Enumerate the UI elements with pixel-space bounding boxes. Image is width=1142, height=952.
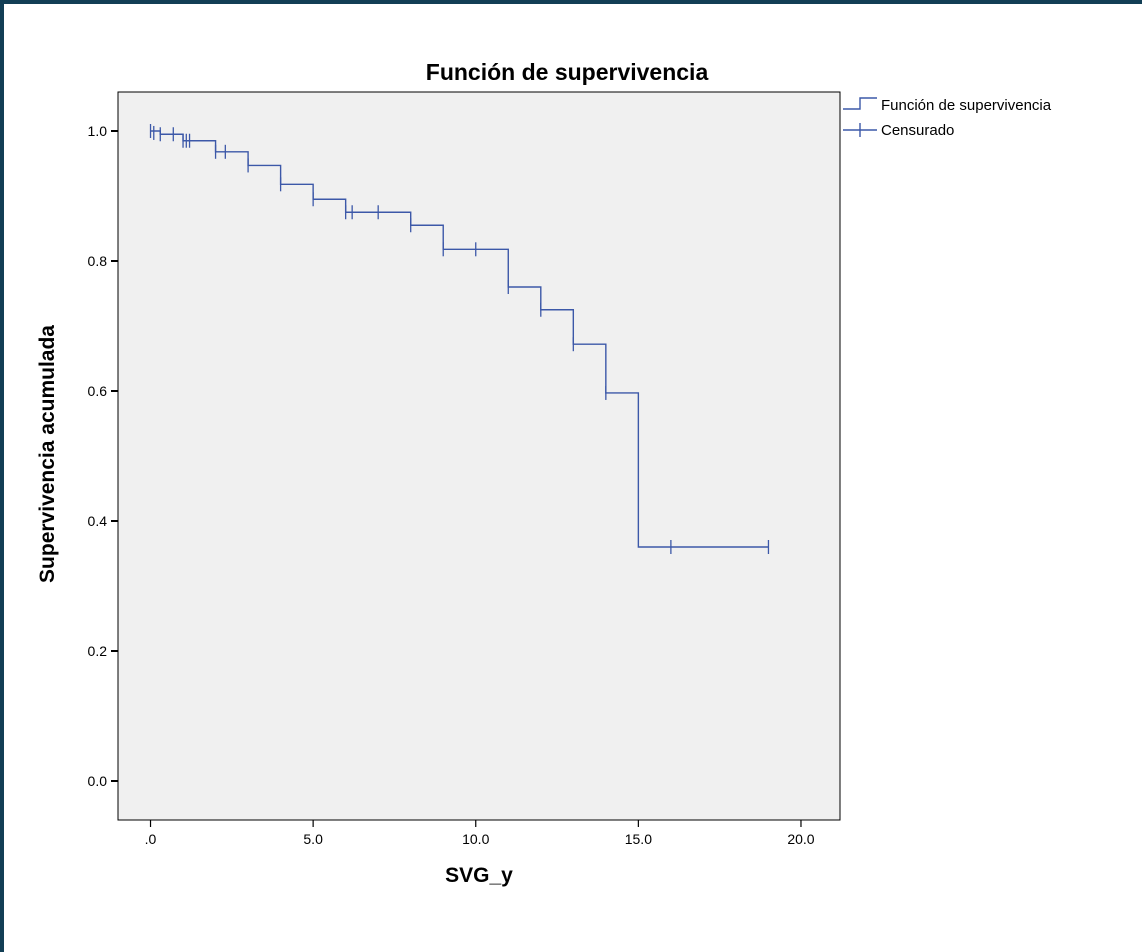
y-tick-label: 1.0 (88, 123, 108, 139)
x-tick-label: 20.0 (787, 831, 814, 847)
legend-survival-symbol (843, 97, 877, 110)
x-tick-label: 5.0 (303, 831, 323, 847)
legend-survival-label: Función de supervivencia (881, 97, 1052, 114)
series-layer (149, 124, 770, 554)
x-tick-label: 10.0 (462, 831, 489, 847)
x-axis-label: SVG_y (445, 864, 513, 887)
y-axis: 0.0 0.2 0.4 0.6 0.8 1.0 (88, 123, 118, 789)
chart-title: Función de supervivencia (426, 59, 709, 85)
plot-area (117, 91, 841, 821)
x-axis: .0 5.0 10.0 15.0 20.0 (145, 820, 815, 847)
y-tick-label: 0.8 (88, 253, 108, 269)
y-axis-label: Supervivencia acumulada (36, 325, 59, 583)
y-tick-label: 0.4 (88, 513, 108, 529)
y-tick-label: 0.0 (88, 773, 108, 789)
x-tick-label: .0 (145, 831, 157, 847)
y-tick-label: 0.2 (88, 643, 108, 659)
y-tick-label: 0.6 (88, 383, 108, 399)
legend: Función de supervivencia Censurado (843, 97, 1052, 139)
legend-censored-label: Censurado (881, 122, 954, 139)
x-tick-label: 15.0 (625, 831, 652, 847)
